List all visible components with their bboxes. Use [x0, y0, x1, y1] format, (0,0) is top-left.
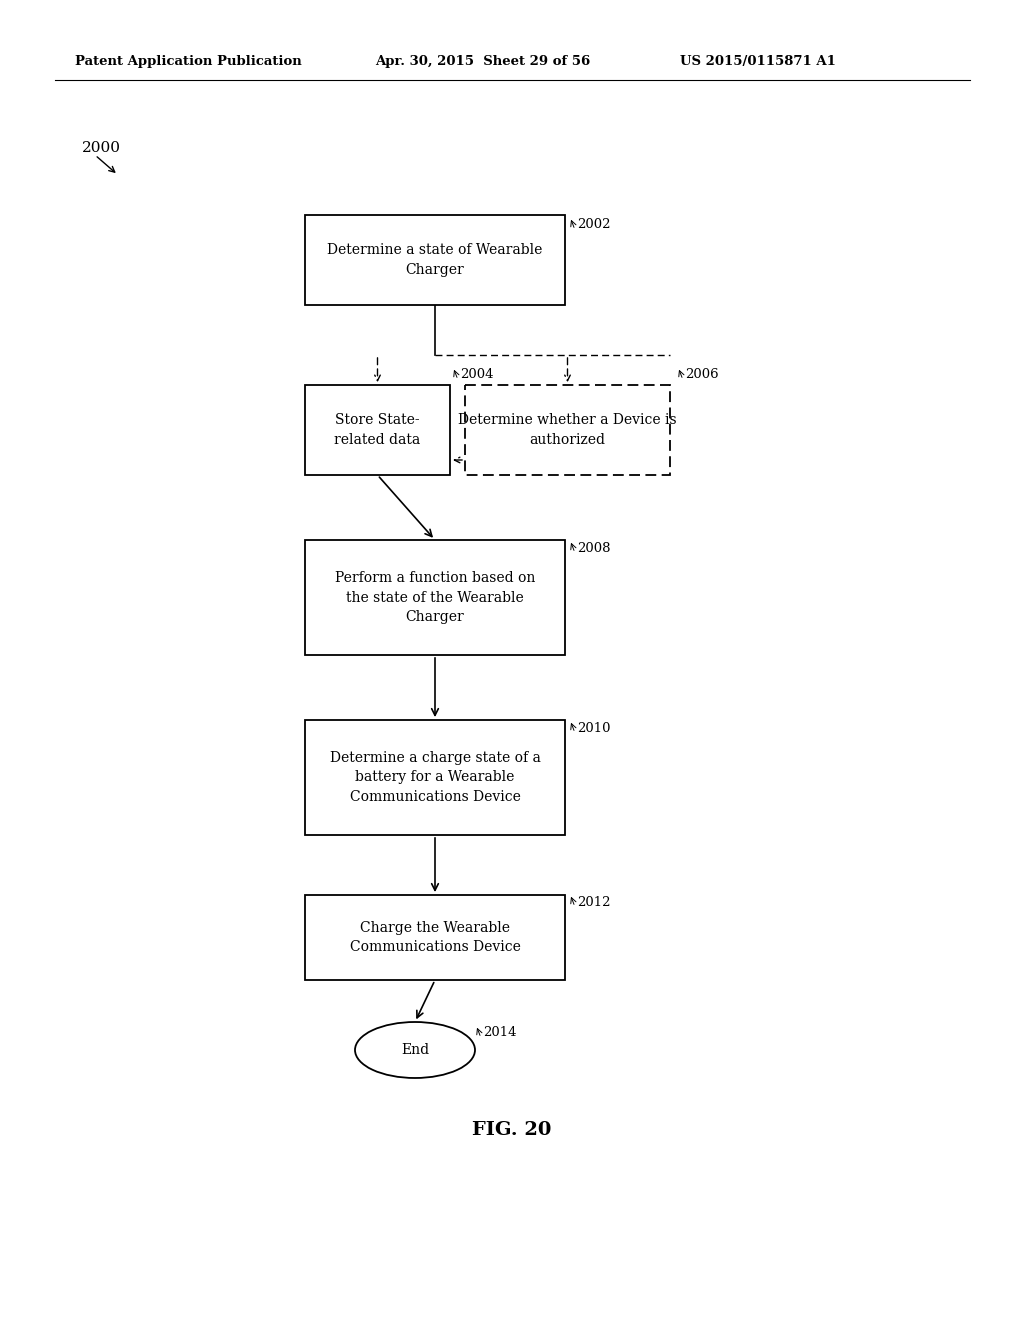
Text: Charge the Wearable
Communications Device: Charge the Wearable Communications Devic… [349, 921, 520, 954]
Text: Perform a function based on
the state of the Wearable
Charger: Perform a function based on the state of… [335, 572, 536, 624]
Text: 2012: 2012 [577, 895, 610, 908]
Bar [465, 385, 670, 475]
Text: 2008: 2008 [577, 541, 610, 554]
Text: Determine a charge state of a
battery for a Wearable
Communications Device: Determine a charge state of a battery fo… [330, 751, 541, 804]
Ellipse shape [355, 1022, 475, 1078]
Bar [305, 385, 450, 475]
Bar [305, 895, 565, 979]
Text: Apr. 30, 2015  Sheet 29 of 56: Apr. 30, 2015 Sheet 29 of 56 [375, 55, 590, 69]
Bar [305, 719, 565, 836]
Text: 2002: 2002 [577, 219, 610, 231]
Bar [305, 215, 565, 305]
Text: Patent Application Publication: Patent Application Publication [75, 55, 302, 69]
Text: 2004: 2004 [460, 368, 494, 381]
Text: End: End [401, 1043, 429, 1057]
Text: Determine whether a Device is
authorized: Determine whether a Device is authorized [458, 413, 677, 446]
Text: 2010: 2010 [577, 722, 610, 734]
Text: Store State-
related data: Store State- related data [335, 413, 421, 446]
Text: US 2015/0115871 A1: US 2015/0115871 A1 [680, 55, 836, 69]
Text: 2006: 2006 [685, 368, 719, 381]
Text: 2000: 2000 [82, 141, 121, 154]
Text: 2014: 2014 [483, 1027, 516, 1040]
Text: Determine a state of Wearable
Charger: Determine a state of Wearable Charger [328, 243, 543, 277]
Bar [305, 540, 565, 655]
Text: FIG. 20: FIG. 20 [472, 1121, 552, 1139]
